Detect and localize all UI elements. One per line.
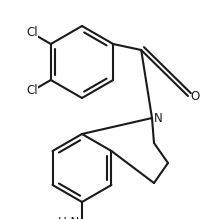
Text: Cl: Cl bbox=[26, 85, 38, 97]
Text: H₂N: H₂N bbox=[58, 215, 80, 219]
Text: O: O bbox=[190, 90, 199, 102]
Text: Cl: Cl bbox=[26, 26, 38, 39]
Text: N: N bbox=[154, 111, 163, 124]
